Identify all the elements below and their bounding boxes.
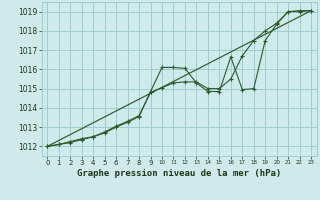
X-axis label: Graphe pression niveau de la mer (hPa): Graphe pression niveau de la mer (hPa): [77, 169, 281, 178]
